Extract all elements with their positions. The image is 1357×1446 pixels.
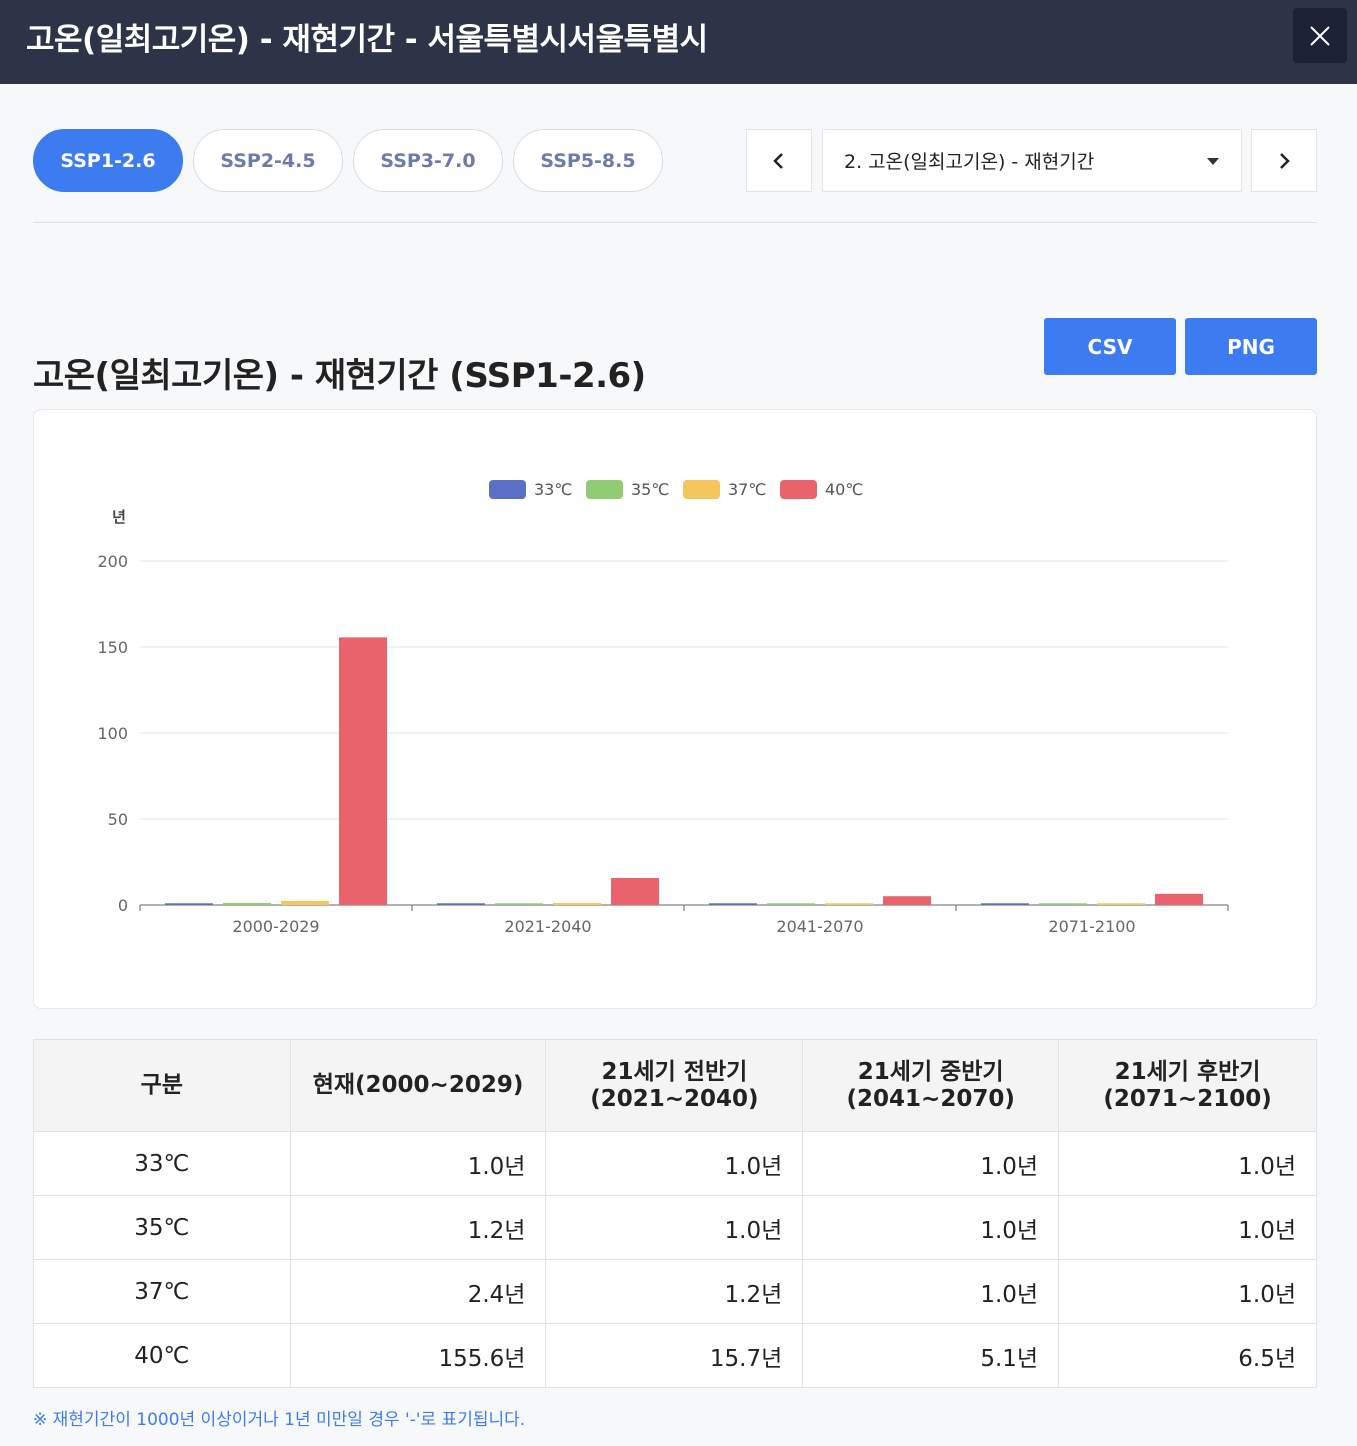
y-tick-label: 0 — [118, 896, 128, 915]
bar — [825, 903, 873, 905]
table-cell: 1.2년 — [289, 1195, 547, 1260]
table-cell: 15.7년 — [545, 1323, 804, 1388]
bar — [1155, 893, 1203, 905]
bar — [981, 903, 1029, 905]
table-cell: 40℃ — [33, 1323, 291, 1388]
png-download-button[interactable]: PNG — [1185, 318, 1317, 375]
table-header-cell: 21세기 전반기 (2021~2040) — [545, 1039, 804, 1132]
table-row: 40℃ 155.6년 15.7년 5.1년 6.5년 — [33, 1323, 1317, 1388]
legend-swatch — [683, 480, 720, 499]
chevron-right-icon — [1280, 152, 1290, 169]
table-cell: 37℃ — [33, 1259, 291, 1324]
modal-header: 고온(일최고기온) - 재현기간 - 서울특별시서울특별시 — [0, 0, 1357, 84]
y-tick-label: 200 — [97, 552, 128, 571]
bar — [767, 903, 815, 905]
table-cell: 35℃ — [33, 1195, 291, 1260]
divider — [33, 222, 1317, 223]
x-tick-label: 2000-2029 — [232, 917, 319, 936]
table-cell: 1.0년 — [1058, 1259, 1317, 1324]
chevron-left-icon — [773, 152, 783, 169]
legend-swatch — [586, 480, 623, 499]
table-cell: 1.0년 — [289, 1131, 547, 1196]
legend-label: 40℃ — [825, 480, 863, 499]
next-button[interactable] — [1251, 129, 1317, 192]
table-cell: 2.4년 — [289, 1259, 547, 1324]
prev-button[interactable] — [746, 129, 812, 192]
modal-title: 고온(일최고기온) - 재현기간 - 서울특별시서울특별시 — [26, 22, 708, 58]
table-cell: 5.1년 — [802, 1323, 1060, 1388]
legend-label: 35℃ — [631, 480, 669, 499]
table-row: 33℃ 1.0년 1.0년 1.0년 1.0년 — [33, 1131, 1317, 1196]
tab-ssp1-26[interactable]: SSP1-2.6 — [33, 129, 183, 192]
bar — [437, 903, 485, 905]
close-button[interactable] — [1293, 8, 1347, 63]
x-tick-label: 2071-2100 — [1048, 917, 1135, 936]
bar — [553, 902, 601, 905]
csv-download-button[interactable]: CSV — [1044, 318, 1176, 375]
table-cell: 33℃ — [33, 1131, 291, 1196]
table-header-cell: 21세기 후반기 (2071~2100) — [1058, 1039, 1317, 1132]
bar — [223, 902, 271, 905]
legend-swatch — [489, 480, 526, 499]
bar — [495, 903, 543, 905]
bar — [281, 900, 329, 905]
bar-chart: 0 50 100 150 200 년 2000-2029 2021-2040 2041-2070… — [97, 480, 1229, 936]
table-cell: 1.0년 — [545, 1131, 804, 1196]
x-tick-label: 2041-2070 — [776, 917, 863, 936]
x-tick-label: 2021-2040 — [504, 917, 591, 936]
y-tick-label: 100 — [97, 724, 128, 743]
indicator-select-value: 2. 고온(일최고기온) - 재현기간 — [844, 151, 1095, 173]
tab-ssp3-70[interactable]: SSP3-7.0 — [353, 129, 503, 192]
bar — [339, 637, 387, 905]
chart-container: 0 50 100 150 200 년 2000-2029 2021-2040 2041-2070… — [33, 409, 1317, 1009]
table-cell: 1.0년 — [802, 1195, 1060, 1260]
y-axis-label: 년 — [112, 508, 126, 526]
table-cell: 6.5년 — [1058, 1323, 1317, 1388]
bar — [883, 896, 931, 905]
table-cell: 1.2년 — [545, 1259, 804, 1324]
chart-title: 고온(일최고기온) - 재현기간 (SSP1-2.6) — [33, 356, 646, 396]
tab-ssp5-85[interactable]: SSP5-8.5 — [513, 129, 663, 192]
table-row: 37℃ 2.4년 1.2년 1.0년 1.0년 — [33, 1259, 1317, 1324]
table-cell: 1.0년 — [802, 1131, 1060, 1196]
bar — [611, 877, 659, 905]
table-row: 35℃ 1.2년 1.0년 1.0년 1.0년 — [33, 1195, 1317, 1260]
table-cell: 155.6년 — [289, 1323, 547, 1388]
table-cell: 1.0년 — [545, 1195, 804, 1260]
y-tick-label: 150 — [97, 638, 128, 657]
data-table: 구분 현재(2000~2029) 21세기 전반기 (2021~2040) 21… — [33, 1039, 1317, 1388]
bar — [1039, 903, 1087, 905]
legend-label: 37℃ — [728, 480, 766, 499]
bar — [709, 903, 757, 905]
table-header-cell: 21세기 중반기 (2041~2070) — [802, 1039, 1060, 1132]
tab-ssp2-45[interactable]: SSP2-4.5 — [193, 129, 343, 192]
indicator-select[interactable]: 2. 고온(일최고기온) - 재현기간 — [822, 129, 1242, 192]
table-cell: 1.0년 — [1058, 1195, 1317, 1260]
table-header-cell: 현재(2000~2029) — [289, 1039, 547, 1132]
close-icon — [1310, 25, 1330, 46]
table-cell: 1.0년 — [802, 1259, 1060, 1324]
legend-swatch — [780, 480, 817, 499]
bar — [1097, 903, 1145, 905]
table-cell: 1.0년 — [1058, 1131, 1317, 1196]
y-tick-label: 50 — [108, 810, 128, 829]
scenario-tabs: SSP1-2.6 SSP2-4.5 SSP3-7.0 SSP5-8.5 — [33, 129, 663, 192]
caret-down-icon — [1207, 158, 1219, 165]
bar — [165, 903, 213, 905]
footnote: ※ 재현기간이 1000년 이상이거나 1년 미만일 경우 '-'로 표기됩니다… — [33, 1410, 526, 1430]
table-header-row: 구분 현재(2000~2029) 21세기 전반기 (2021~2040) 21… — [33, 1039, 1317, 1132]
table-header-cell: 구분 — [33, 1039, 291, 1132]
legend-label: 33℃ — [534, 480, 572, 499]
